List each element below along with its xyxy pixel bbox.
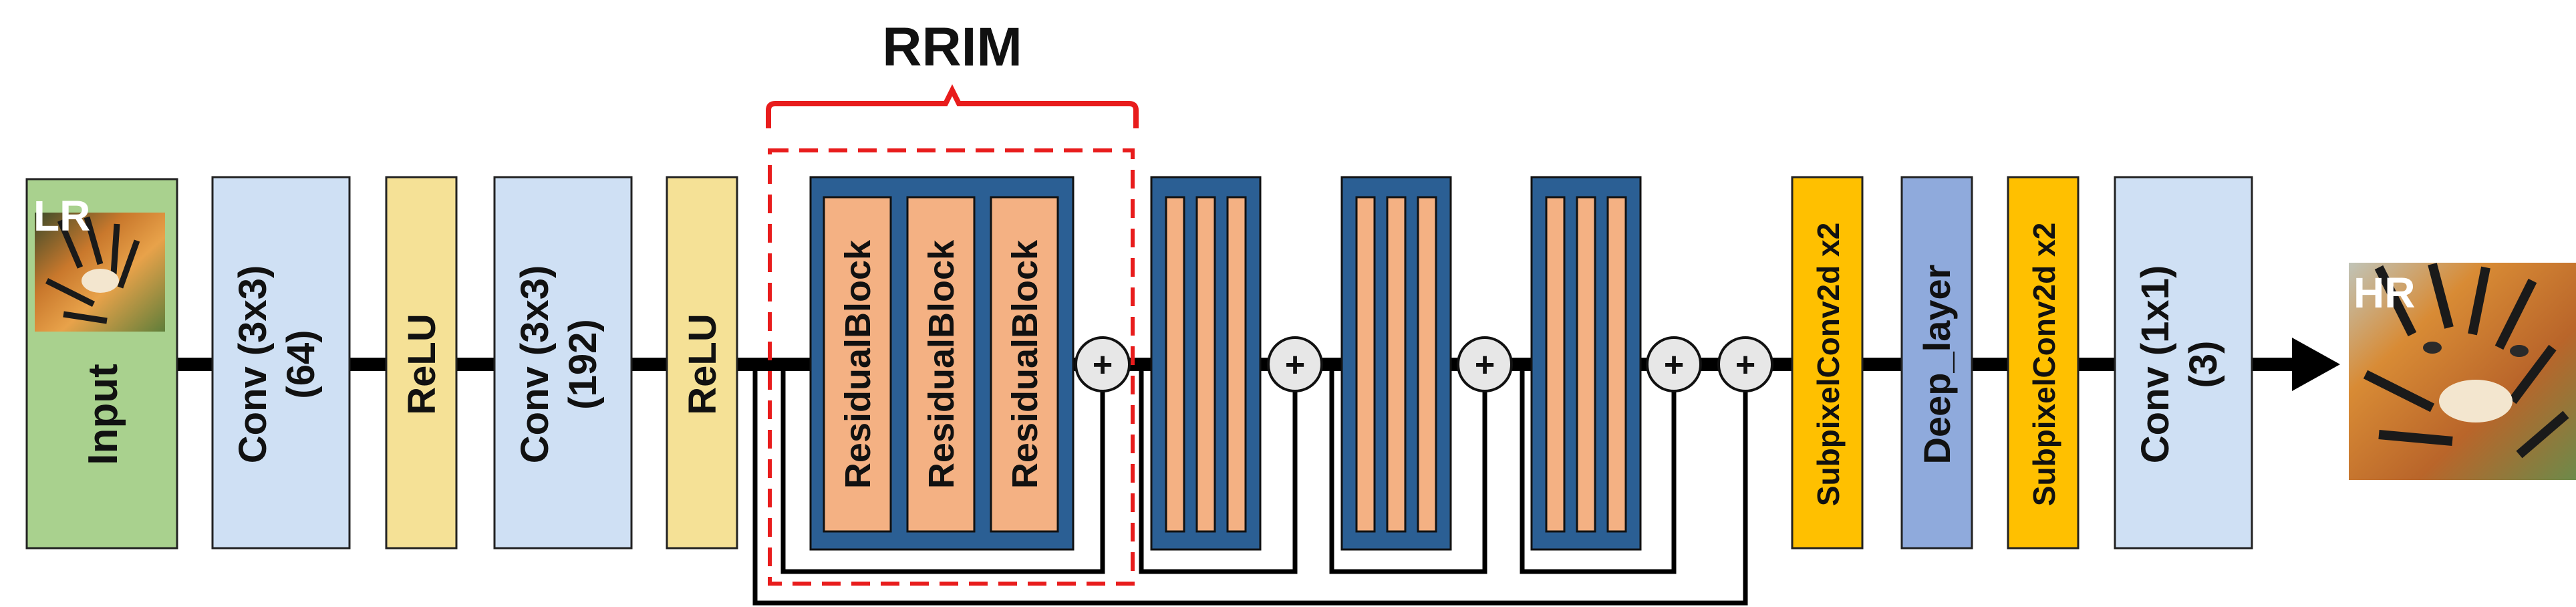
rrim2-block xyxy=(1150,176,1262,551)
input-label: Input xyxy=(80,364,126,465)
rrim4-block xyxy=(1530,176,1642,551)
rrim3-block xyxy=(1340,176,1452,551)
residual-block-2 xyxy=(906,196,976,533)
subpixel1-label: SubpixelConv2d x2 xyxy=(1811,223,1846,506)
conv2-label-line2: (192) xyxy=(561,319,605,409)
hr-label: HR xyxy=(2353,269,2415,317)
conv2-block xyxy=(493,176,633,550)
add-node-1: + xyxy=(1075,336,1131,392)
output-arrowhead xyxy=(2292,338,2340,391)
skip-rrim-2 xyxy=(1139,364,1298,574)
conv1-label-line2: (64) xyxy=(279,330,323,398)
skip-rrim-inner xyxy=(780,364,1105,574)
add-node-3: + xyxy=(1457,336,1513,392)
svg-text:+: + xyxy=(1093,346,1113,384)
lr-tiger-image xyxy=(35,213,165,332)
relu2-block xyxy=(666,176,738,550)
conv2-label-line1: Conv (3x3) xyxy=(513,265,557,464)
relu1-label: ReLU xyxy=(400,314,444,414)
svg-text:+: + xyxy=(1475,346,1495,384)
skip-global xyxy=(752,364,1748,606)
deep-layer-label: Deep_layer xyxy=(1916,265,1958,465)
lr-label: LR xyxy=(33,192,90,240)
subpixel1-block xyxy=(1791,176,1864,550)
subpixel2-block xyxy=(2007,176,2080,550)
conv1-label-line1: Conv (3x3) xyxy=(231,265,275,464)
relu2-label: ReLU xyxy=(681,314,724,414)
svg-text:+: + xyxy=(1285,346,1305,384)
svg-text:+: + xyxy=(1735,346,1755,384)
rrim-title: RRIM xyxy=(882,17,1022,78)
residual-block-3 xyxy=(990,196,1059,533)
skip-connections xyxy=(752,364,1748,606)
add-node-4: + xyxy=(1646,336,1702,392)
skip-rrim-3 xyxy=(1329,364,1487,574)
rrim-bracket xyxy=(766,84,1139,128)
subpixel2-label: SubpixelConv2d x2 xyxy=(2027,223,2061,506)
residual-block-1 xyxy=(823,196,892,533)
conv-final-label-line2: (3) xyxy=(2182,341,2225,388)
residual-block-1-label: ResidualBlock xyxy=(838,239,878,489)
svg-text:+: + xyxy=(1664,346,1684,384)
deep-layer-block xyxy=(1900,176,1973,550)
residual-block-3-label: ResidualBlock xyxy=(1005,239,1045,489)
conv1-block xyxy=(211,176,351,550)
residual-block-2-label: ResidualBlock xyxy=(921,239,962,489)
add-node-2: + xyxy=(1267,336,1323,392)
conv-final-label-line1: Conv (1x1) xyxy=(2134,265,2177,464)
conv-final-block xyxy=(2114,176,2253,550)
hr-tiger-image xyxy=(2349,263,2576,480)
skip-rrim-4 xyxy=(1520,364,1677,574)
rrim-dashed-box xyxy=(768,148,1135,586)
add-node-global: + xyxy=(1717,336,1773,392)
relu1-block xyxy=(385,176,458,550)
